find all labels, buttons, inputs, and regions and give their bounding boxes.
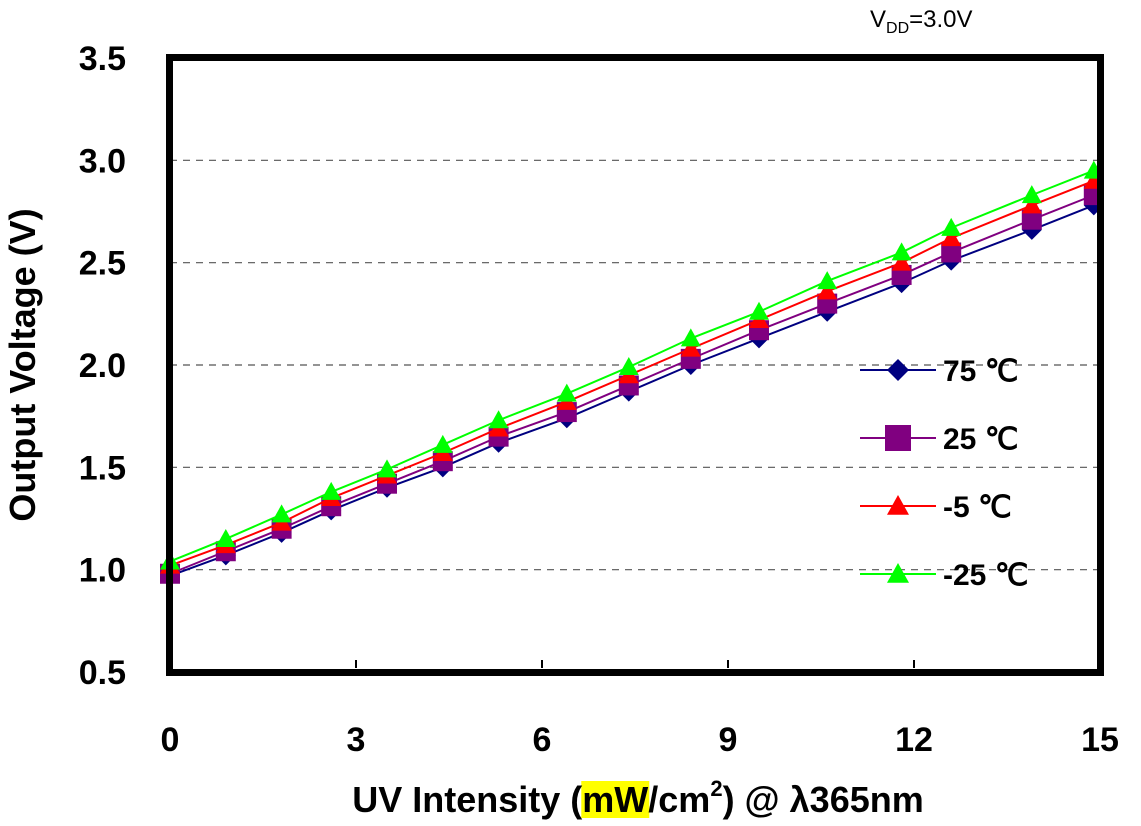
legend-entry: 75 ℃ [860, 355, 1018, 388]
x-axis-tick-marks [355, 660, 915, 668]
legend-label: -5 ℃ [943, 491, 1012, 524]
data-point [377, 459, 397, 478]
legend-label: 25 ℃ [943, 423, 1018, 456]
y-tick-label: 3.0 [79, 142, 126, 180]
data-point [817, 281, 838, 300]
data-point [488, 410, 509, 429]
supply-voltage-annotation: VDD=3.0V [870, 6, 973, 37]
y-tick-label: 2.0 [79, 347, 126, 385]
y-tick-label: 0.5 [79, 654, 126, 692]
data-point [321, 481, 342, 500]
plot-series [160, 160, 1104, 586]
x-axis-label-suffix: ) @ λ365nm [723, 779, 924, 820]
x-axis-label-highlight [581, 781, 650, 818]
legend: 75 ℃ 25 ℃ -5 ℃ -25 ℃ [860, 355, 1028, 592]
x-tick-label: 12 [895, 721, 933, 759]
y-axis-label: Output Voltage (V) [2, 208, 43, 521]
x-tick-label: 0 [161, 721, 180, 759]
data-point [680, 338, 701, 357]
legend-label: 75 ℃ [943, 355, 1018, 388]
data-point [891, 252, 912, 271]
series-line [169, 204, 1095, 577]
data-point [215, 528, 236, 547]
data-point [941, 228, 962, 247]
data-point [891, 242, 912, 261]
series-3 [160, 160, 1104, 570]
x-axis-label: UV Intensity (mW/cm2) @ λ365nm [352, 776, 924, 820]
x-axis-label-prefix: UV Intensity ( [352, 779, 582, 820]
data-point [432, 434, 453, 453]
data-point [817, 271, 838, 290]
x-tick-label: 9 [719, 721, 738, 759]
data-point [1021, 185, 1042, 204]
legend-marker [887, 563, 909, 583]
data-point [271, 504, 292, 523]
x-tick-label: 3 [347, 721, 366, 759]
plot-area-frame [166, 54, 1104, 676]
x-axis-label-highlighted-unit: mW [582, 779, 648, 820]
data-point [941, 242, 962, 263]
data-point [1021, 195, 1042, 214]
series-line [169, 194, 1095, 575]
legend-marker [885, 425, 911, 451]
data-point [618, 357, 639, 376]
y-tick-label: 1.0 [79, 552, 126, 590]
data-point [680, 328, 701, 347]
y-tick-label: 2.5 [79, 245, 126, 283]
y-axis-tick-labels: 0.5 1.0 1.5 2.0 2.5 3.0 3.5 [79, 40, 126, 692]
series-line [169, 169, 1095, 563]
data-point [941, 217, 962, 236]
series-line [169, 179, 1095, 567]
x-axis-label-unit: /cm [648, 779, 710, 820]
data-point [556, 383, 577, 402]
legend-marker [887, 495, 909, 515]
legend-marker [887, 359, 909, 381]
legend-label: -25 ℃ [943, 559, 1028, 592]
x-axis-label-superscript: 2 [710, 776, 722, 801]
y-tick-label: 1.5 [79, 449, 126, 487]
legend-entry: -25 ℃ [860, 559, 1028, 592]
x-tick-label: 6 [533, 721, 552, 759]
x-tick-label: 15 [1081, 721, 1119, 759]
legend-entry: -5 ℃ [860, 491, 1012, 524]
x-axis-tick-labels: 0 3 6 9 12 15 [161, 721, 1119, 759]
data-point [1021, 209, 1042, 230]
y-tick-label: 3.5 [79, 40, 126, 78]
legend-entry: 25 ℃ [860, 423, 1018, 456]
data-point [749, 301, 769, 320]
